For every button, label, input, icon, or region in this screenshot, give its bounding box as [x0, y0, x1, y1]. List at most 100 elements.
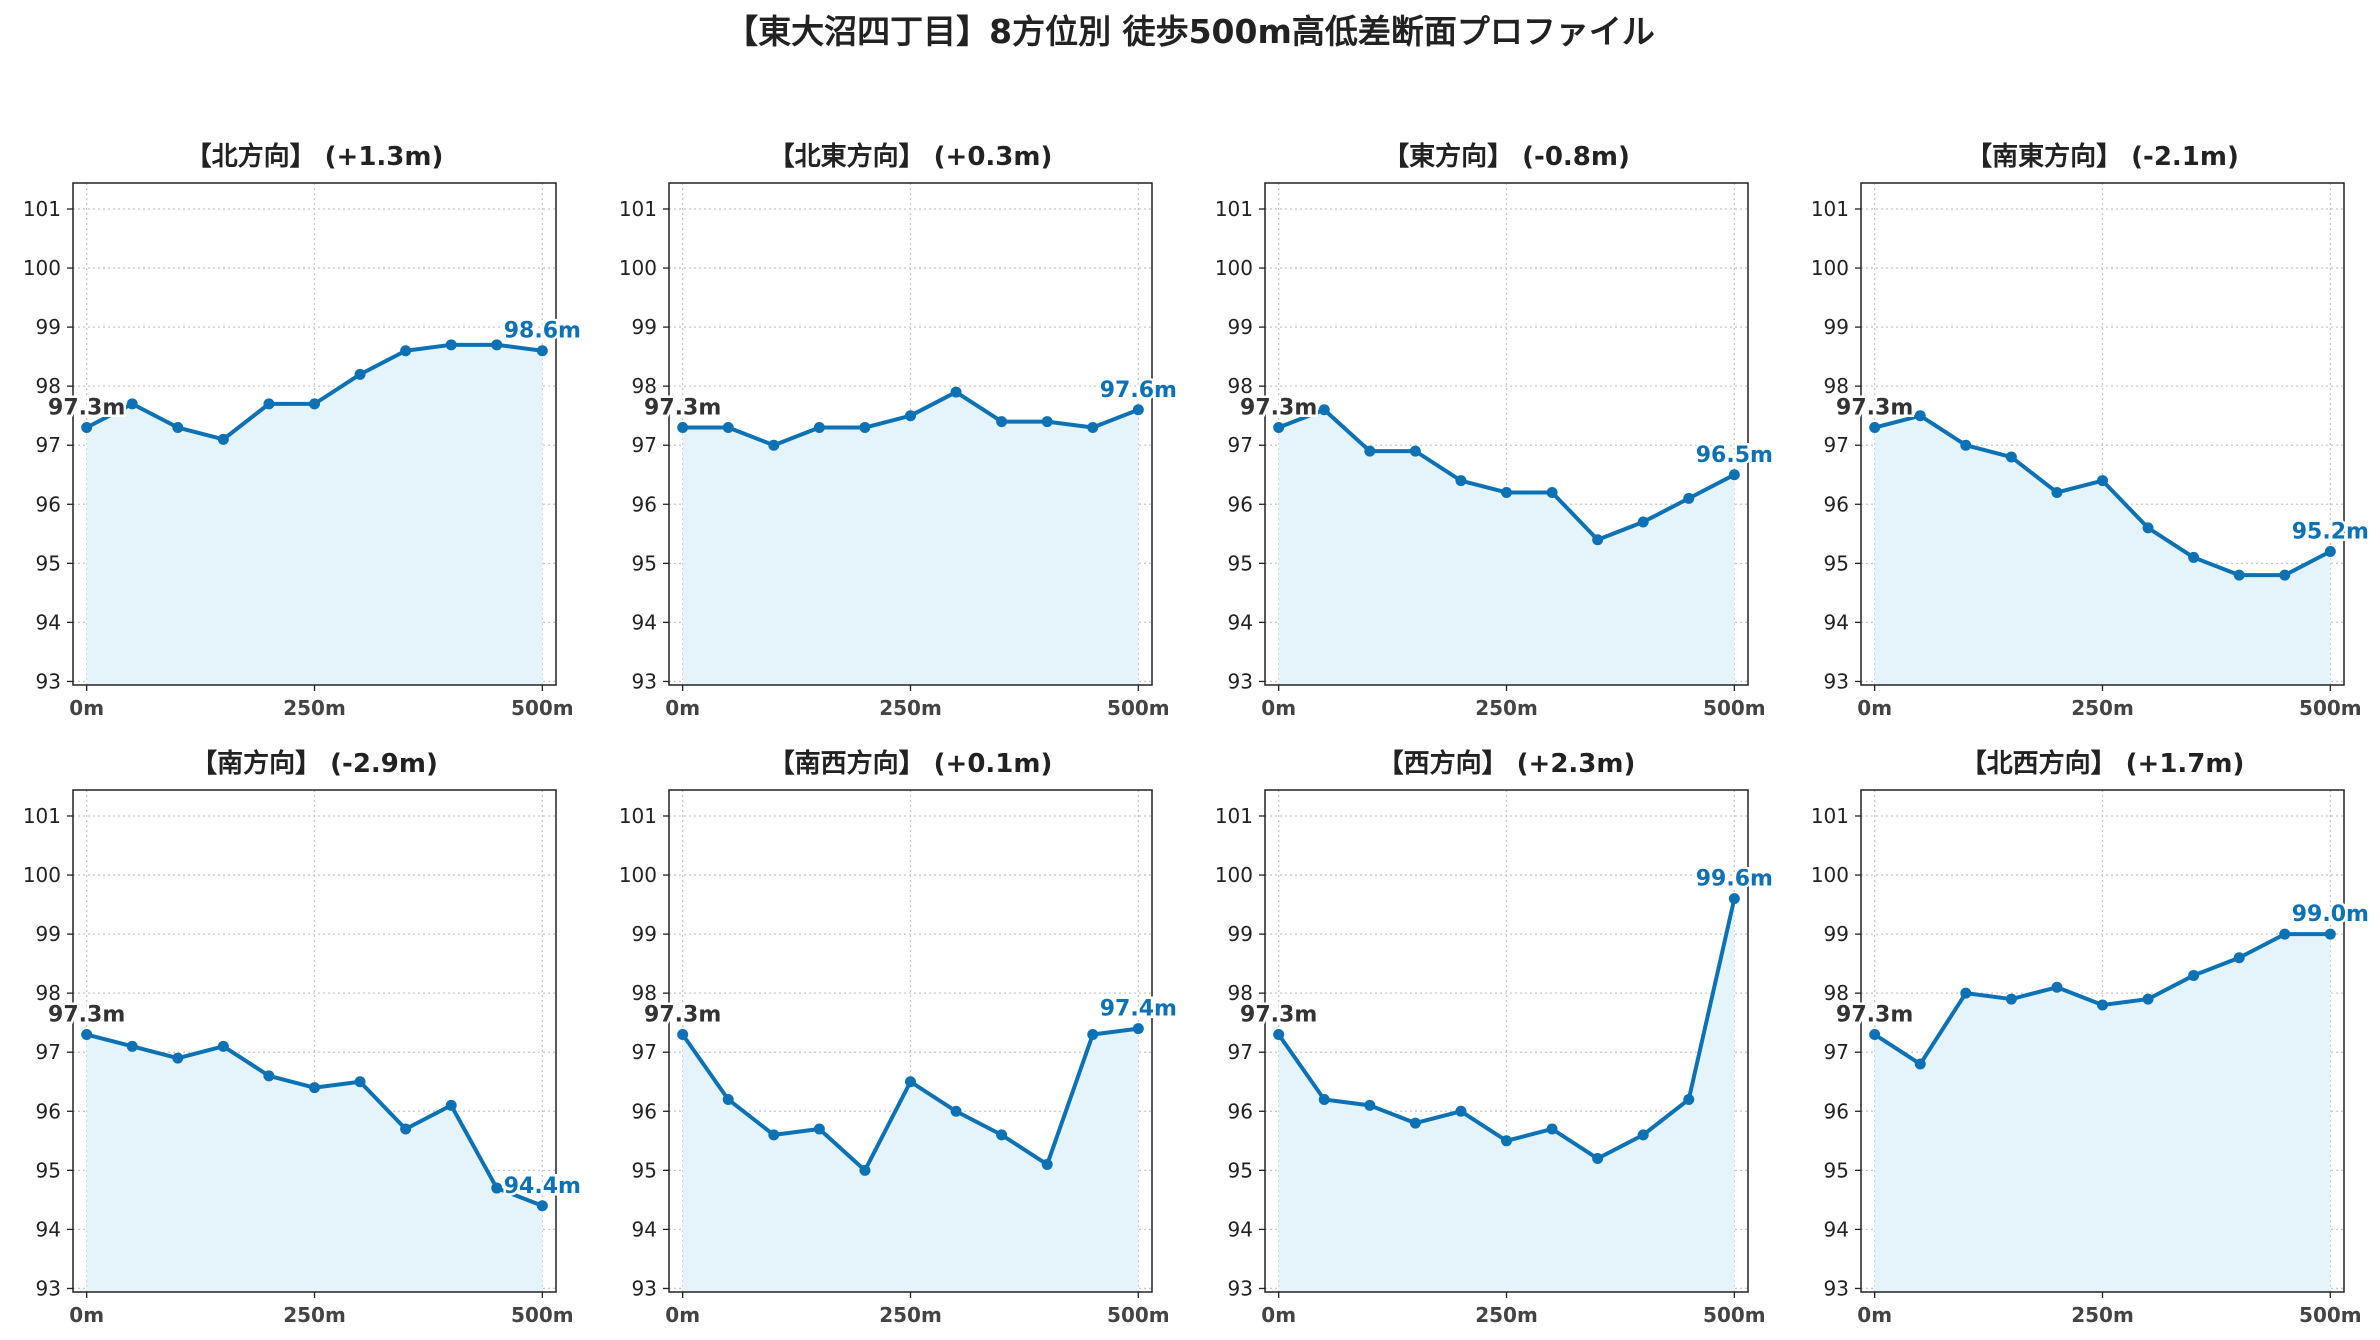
data-point [217, 433, 229, 445]
panel-6: 93 94 95 96 97 98 99 100 101 0m 250m 500m 【西方向】 (+2.… [1215, 748, 1776, 1327]
data-point [813, 1123, 825, 1135]
end-value-label: 99.0m [2292, 902, 2369, 927]
data-point [1546, 1123, 1558, 1135]
end-value-label: 97.4m [1100, 997, 1177, 1022]
start-value-label: 97.3m [1836, 396, 1913, 421]
x-tick-label: 500m [511, 1303, 574, 1327]
data-point [996, 1129, 1008, 1141]
x-tick-label: 0m [1857, 1303, 1892, 1327]
data-point [813, 422, 825, 434]
x-tick-label: 500m [511, 696, 574, 720]
data-point [2324, 546, 2336, 558]
y-tick-label: 100 [23, 256, 61, 280]
x-tick-label: 500m [1107, 696, 1170, 720]
data-point [445, 1099, 457, 1111]
data-point [1960, 439, 1972, 451]
y-tick-label: 100 [23, 863, 61, 887]
x-tick-label: 500m [1703, 696, 1766, 720]
area-fill [86, 1034, 543, 1292]
data-point [1364, 1099, 1376, 1111]
data-point [1455, 1105, 1467, 1117]
data-point [400, 345, 412, 357]
x-tick-label: 0m [1261, 696, 1296, 720]
end-value-label: 99.6m [1696, 867, 1773, 892]
data-point [1546, 486, 1558, 498]
y-tick-label: 98 [632, 981, 657, 1005]
data-point [1914, 1058, 1926, 1070]
data-point [2233, 569, 2245, 581]
panel-title: 【西方向】 (+2.3m) [1378, 748, 1636, 779]
data-point [2188, 551, 2200, 563]
data-point [1728, 469, 1740, 481]
x-tick-label: 0m [69, 696, 104, 720]
y-tick-label: 99 [1824, 922, 1849, 946]
y-tick-label: 97 [36, 433, 61, 457]
data-point [2233, 952, 2245, 964]
data-point [2097, 999, 2108, 1011]
y-tick-label: 95 [1824, 551, 1849, 575]
data-point [263, 398, 275, 410]
y-tick-label: 98 [36, 981, 61, 1005]
x-tick-label: 250m [1475, 696, 1538, 720]
x-tick-label: 250m [879, 696, 942, 720]
data-point [1041, 1158, 1053, 1170]
data-point [354, 368, 366, 380]
data-point [1728, 893, 1740, 905]
area-fill [86, 344, 543, 685]
data-point [2142, 993, 2154, 1005]
y-tick-label: 99 [1824, 315, 1849, 339]
data-point [217, 1040, 229, 1052]
x-tick-label: 250m [2071, 696, 2134, 720]
y-tick-label: 100 [1811, 863, 1849, 887]
y-tick-label: 97 [36, 1040, 61, 1064]
y-tick-label: 93 [1228, 1276, 1253, 1300]
x-tick-label: 250m [879, 1303, 942, 1327]
end-value-label: 98.6m [504, 319, 581, 344]
y-tick-label: 99 [1228, 315, 1253, 339]
data-point [722, 1093, 734, 1105]
x-tick-label: 250m [283, 1303, 346, 1327]
end-value-label: 94.4m [504, 1174, 581, 1199]
y-tick-label: 94 [36, 610, 61, 634]
y-tick-label: 99 [632, 315, 657, 339]
start-value-label: 97.3m [48, 396, 125, 421]
area-fill [682, 392, 1139, 685]
area-fill [1874, 415, 2331, 685]
data-point [1501, 1135, 1512, 1147]
y-tick-label: 100 [619, 256, 657, 280]
data-point [1087, 1029, 1099, 1041]
data-point [1409, 445, 1421, 457]
start-value-label: 97.3m [1240, 1003, 1317, 1028]
panel-title: 【東方向】 (-0.8m) [1383, 141, 1630, 172]
y-tick-label: 98 [1228, 374, 1253, 398]
panel-3: 93 94 95 96 97 98 99 100 101 0m 250m 500m 【南東方向】 (-2… [1811, 141, 2372, 720]
data-point [1318, 404, 1330, 416]
panel-title: 【南西方向】 (+0.1m) [769, 748, 1053, 779]
data-point [81, 1029, 93, 1041]
x-tick-label: 500m [2299, 1303, 2362, 1327]
data-point [1273, 422, 1285, 434]
data-point [1914, 410, 1926, 422]
area-fill [1278, 409, 1735, 685]
data-point [1869, 1029, 1881, 1041]
y-tick-label: 95 [632, 551, 657, 575]
data-point [2097, 475, 2108, 487]
x-tick-label: 250m [1475, 1303, 1538, 1327]
y-tick-label: 95 [1824, 1158, 1849, 1182]
data-point [1683, 1093, 1695, 1105]
y-tick-label: 101 [619, 804, 657, 828]
data-point [1501, 486, 1512, 498]
y-tick-label: 97 [1228, 433, 1253, 457]
y-tick-label: 93 [1228, 669, 1253, 693]
x-tick-label: 0m [665, 1303, 700, 1327]
data-point [950, 1105, 962, 1117]
y-tick-label: 99 [36, 315, 61, 339]
data-point [905, 410, 916, 422]
y-tick-label: 98 [36, 374, 61, 398]
data-point [905, 1076, 916, 1088]
data-point [1318, 1093, 1330, 1105]
data-point [126, 398, 138, 410]
y-tick-label: 98 [1228, 981, 1253, 1005]
y-tick-label: 95 [1228, 1158, 1253, 1182]
